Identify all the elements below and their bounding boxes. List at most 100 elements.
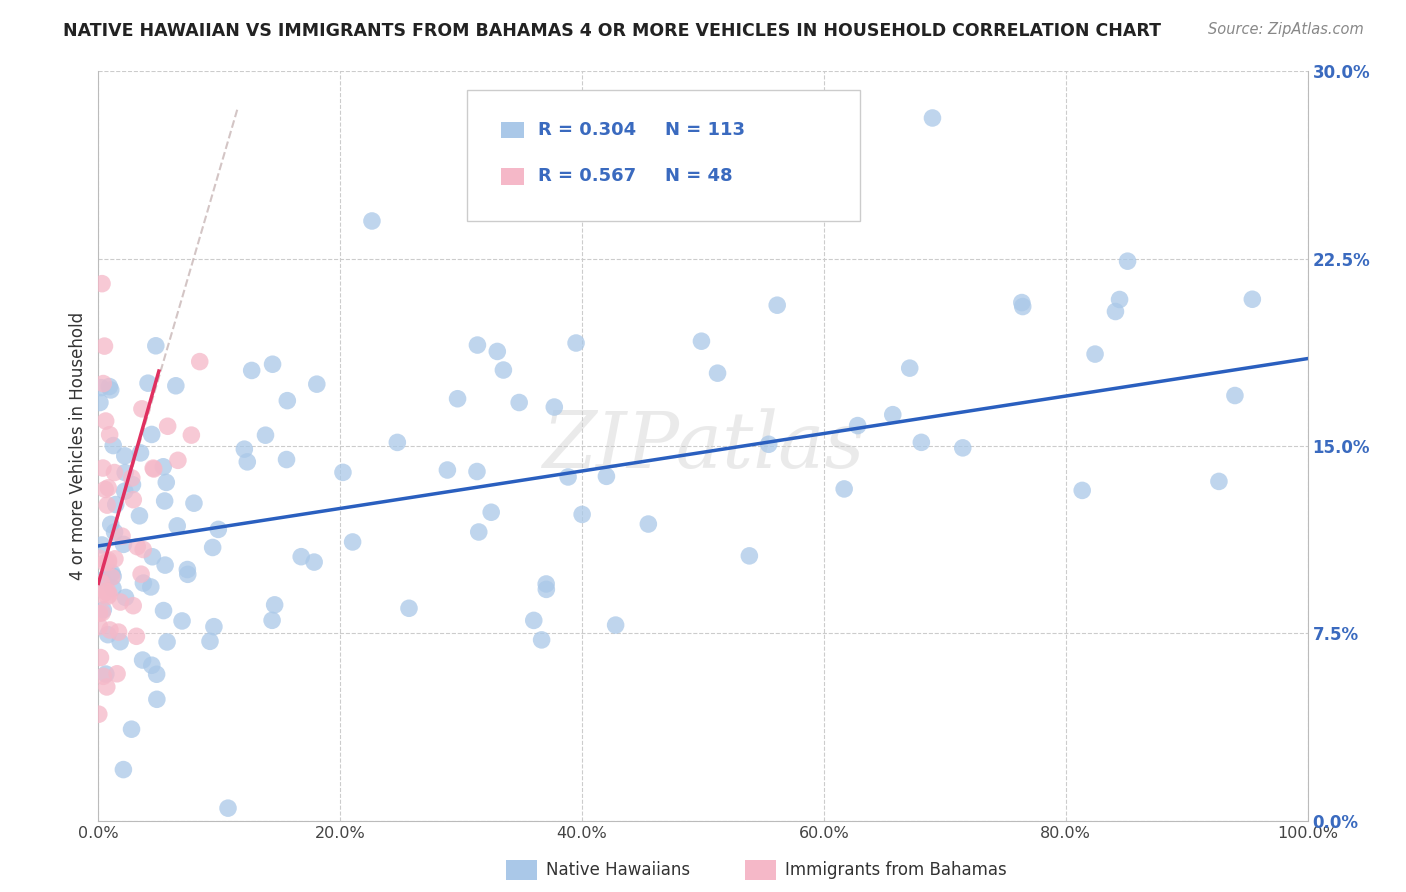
Point (139, 580, 162, 594)
Text: R = 0.567: R = 0.567 (538, 168, 637, 186)
Point (145, 339, 167, 353)
Point (141, 427, 163, 442)
Point (96, 680, 118, 694)
Point (112, 763, 135, 777)
Point (201, 541, 224, 555)
Point (240, 363, 263, 377)
Point (952, 441, 974, 455)
Point (468, 524, 491, 539)
Point (1084, 347, 1107, 361)
Point (882, 408, 904, 422)
Point (97, 553, 120, 567)
Point (122, 492, 145, 507)
Point (479, 505, 502, 519)
Point (90, 538, 112, 552)
Text: R = 0.304: R = 0.304 (538, 120, 637, 139)
Point (98, 379, 121, 393)
Point (188, 354, 211, 368)
Point (94, 584, 117, 599)
Point (605, 618, 627, 632)
Point (467, 338, 489, 352)
Point (89, 395, 111, 409)
Point (91, 376, 114, 391)
Point (91, 603, 114, 617)
Point (114, 466, 136, 480)
Point (94, 667, 117, 681)
Point (832, 482, 855, 496)
Point (132, 542, 155, 557)
Point (530, 632, 553, 647)
Point (276, 452, 298, 467)
Point (595, 469, 617, 483)
Point (1011, 300, 1033, 314)
Point (125, 629, 148, 643)
Point (262, 357, 284, 371)
Point (165, 378, 187, 392)
Point (198, 634, 221, 648)
Point (114, 484, 136, 499)
Point (121, 722, 143, 736)
Point (492, 363, 515, 377)
Point (97, 627, 120, 641)
Point (758, 437, 780, 451)
Point (465, 465, 488, 479)
Text: Source: ZipAtlas.com: Source: ZipAtlas.com (1208, 22, 1364, 37)
Point (846, 418, 869, 433)
Point (142, 462, 165, 476)
Point (97, 555, 120, 569)
Point (1241, 292, 1264, 306)
FancyBboxPatch shape (501, 168, 523, 185)
Point (89, 551, 111, 566)
Point (96, 498, 118, 512)
Point (145, 667, 167, 681)
Point (1223, 388, 1246, 402)
Point (153, 558, 176, 573)
Point (97, 584, 120, 599)
Point (98, 623, 121, 637)
Point (436, 463, 458, 477)
Point (129, 567, 152, 582)
Point (121, 471, 143, 485)
Point (104, 552, 127, 566)
Point (103, 466, 125, 480)
Point (543, 400, 565, 414)
Point (565, 336, 588, 351)
Point (305, 377, 328, 392)
Point (156, 419, 179, 434)
Point (898, 361, 921, 376)
Point (167, 453, 190, 467)
Point (332, 466, 354, 480)
Point (921, 111, 943, 125)
Point (523, 614, 546, 628)
Point (1208, 475, 1230, 489)
Point (207, 522, 229, 536)
Point (131, 401, 153, 416)
Point (101, 566, 124, 580)
Point (98, 427, 121, 442)
Text: NATIVE HAWAIIAN VS IMMIGRANTS FROM BAHAMAS 4 OR MORE VEHICLES IN HOUSEHOLD CORRE: NATIVE HAWAIIAN VS IMMIGRANTS FROM BAHAM… (63, 22, 1161, 40)
Point (89, 607, 111, 621)
Text: ZIPatlas: ZIPatlas (541, 408, 865, 484)
Point (446, 392, 468, 406)
Point (1071, 483, 1094, 498)
Point (217, 801, 239, 815)
Point (101, 569, 124, 583)
Point (202, 620, 225, 634)
Point (108, 634, 131, 648)
Point (90, 575, 112, 590)
Point (571, 508, 593, 522)
Point (486, 344, 509, 359)
Point (91, 573, 114, 587)
Point (105, 666, 128, 681)
Point (637, 516, 659, 531)
Text: N = 113: N = 113 (665, 120, 745, 139)
Point (142, 461, 165, 475)
Point (112, 537, 135, 551)
Point (706, 366, 728, 380)
Point (100, 570, 122, 584)
Point (93, 669, 115, 683)
Point (94, 483, 117, 497)
Point (156, 635, 179, 649)
Point (166, 519, 188, 533)
Text: Immigrants from Bahamas: Immigrants from Bahamas (785, 861, 1007, 879)
